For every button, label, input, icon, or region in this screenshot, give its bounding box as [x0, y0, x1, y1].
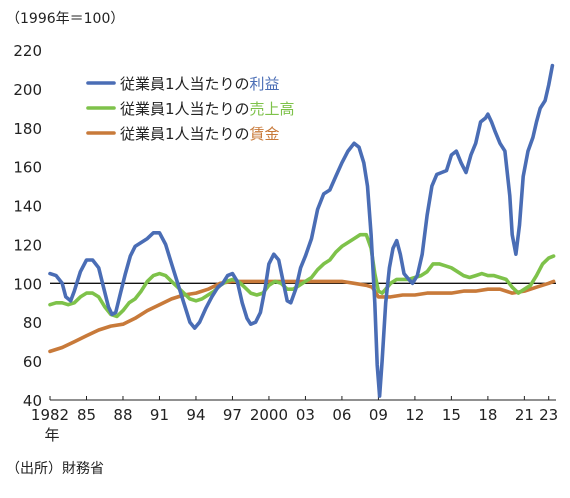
y-tick-label: 140	[13, 198, 42, 216]
x-tick-label: 21	[515, 406, 534, 424]
y-axis-unit-label: （1996年＝100）	[6, 11, 125, 27]
y-tick-label: 100	[13, 275, 42, 293]
x-tick-label: 97	[223, 406, 242, 424]
x-tick-label: 2000	[250, 406, 288, 424]
x-tick-label: 94	[186, 406, 205, 424]
legend-label-highlight: 利益	[250, 75, 280, 93]
legend-label-2: 従業員1人当たりの賃金	[120, 125, 280, 143]
x-tick-label: 03	[296, 406, 315, 424]
y-tick-label: 160	[13, 159, 42, 177]
x-tick-label: 09	[369, 406, 388, 424]
series-line-2	[48, 279, 556, 354]
y-tick-label: 40	[23, 392, 42, 410]
x-tick-label: 88	[113, 406, 132, 424]
x-tick-label: 85	[77, 406, 96, 424]
series-line-1	[48, 232, 556, 319]
x-tick-label: 91	[150, 406, 169, 424]
x-tick-label: 18	[478, 406, 497, 424]
legend-label-highlight: 賃金	[250, 125, 280, 143]
legend-label-1: 従業員1人当たりの売上高	[120, 100, 295, 118]
y-tick-label: 60	[23, 353, 42, 371]
source-note: （出所）財務省	[6, 461, 104, 477]
legend-label-highlight: 売上高	[250, 100, 295, 118]
legend-label-prefix: 従業員1人当たりの	[120, 125, 250, 143]
y-tick-label: 120	[13, 236, 42, 254]
series-line-0	[48, 63, 555, 398]
x-tick-label: 15	[442, 406, 461, 424]
legend-label-prefix: 従業員1人当たりの	[120, 100, 250, 118]
y-tick-label: 80	[23, 314, 42, 332]
x-tick-label: 23	[539, 406, 558, 424]
legend-label-0: 従業員1人当たりの利益	[120, 75, 280, 93]
x-axis-unit-label: 年	[44, 426, 59, 444]
x-tick-label: 12	[405, 406, 424, 424]
y-tick-label: 180	[13, 120, 42, 138]
legend-label-prefix: 従業員1人当たりの	[120, 75, 250, 93]
y-tick-label: 220	[13, 42, 42, 60]
y-tick-label: 200	[13, 81, 42, 99]
x-tick-label: 06	[332, 406, 351, 424]
x-tick-label: 1982	[31, 406, 69, 424]
